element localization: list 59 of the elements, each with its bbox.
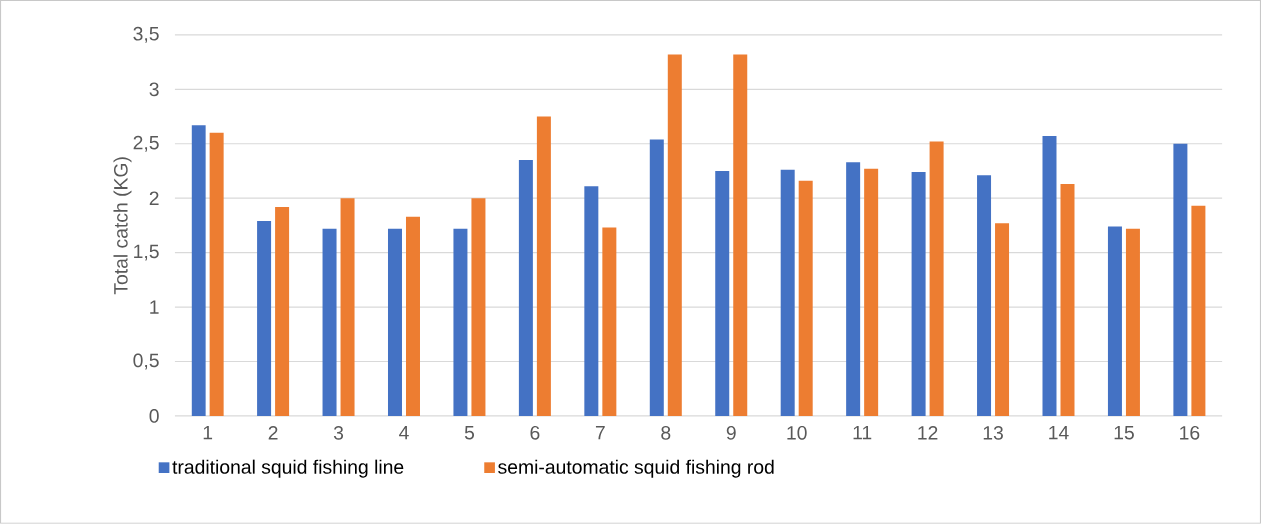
x-tick-label: 7 [595, 426, 605, 440]
y-tick-label: 2 [149, 191, 159, 206]
bar [846, 162, 861, 417]
bar [584, 186, 599, 417]
x-tick-label: 9 [726, 426, 736, 440]
x-tick-label: 6 [530, 426, 540, 440]
bar [1191, 205, 1206, 417]
legend-label: semi-automatic squid fishing rod [498, 459, 774, 478]
y-tick-label: 1 [150, 300, 159, 314]
bar [667, 54, 682, 417]
legend-label: traditional squid fishing line [172, 459, 404, 478]
x-tick-label: 13 [983, 426, 1003, 440]
x-tick-label: 4 [399, 426, 409, 440]
y-tick-label: 2,5 [133, 135, 159, 152]
bar [387, 228, 402, 417]
bar [275, 206, 290, 417]
x-tick-label: 10 [787, 426, 807, 440]
bar [209, 132, 224, 417]
bar [995, 223, 1010, 417]
bar [780, 169, 795, 417]
x-tick-label: 8 [661, 426, 671, 440]
bar [453, 228, 468, 417]
bar [1042, 136, 1057, 417]
x-tick-label: 16 [1180, 426, 1200, 440]
bar [1125, 228, 1140, 417]
bar [518, 160, 533, 417]
y-tick-label: 0 [149, 409, 159, 423]
bar [977, 175, 992, 417]
bar [649, 139, 664, 417]
y-tick-label: 3 [149, 82, 159, 97]
x-tick-label: 1 [203, 426, 213, 440]
bar [715, 171, 730, 417]
y-tick-label: 1,5 [134, 244, 159, 261]
bar [1107, 226, 1122, 417]
x-tick-label: 5 [464, 426, 475, 440]
bar [733, 54, 748, 417]
y-tick-label: 3,5 [133, 26, 159, 43]
x-tick-label: 11 [853, 426, 872, 440]
bar [471, 198, 486, 417]
bar [536, 116, 551, 417]
x-tick-label: 2 [268, 426, 278, 440]
bar [191, 125, 206, 417]
y-axis-title: Total catch (KG) [113, 157, 132, 295]
bar [911, 172, 926, 417]
bar [340, 198, 355, 417]
bar [798, 180, 813, 417]
x-tick-label: 3 [333, 426, 344, 440]
bar [864, 168, 879, 417]
bar [1173, 143, 1188, 417]
bar [602, 227, 617, 417]
x-tick-label: 12 [918, 426, 938, 440]
x-tick-label: 15 [1114, 426, 1134, 440]
y-tick-label: 0,5 [133, 353, 159, 370]
bar [929, 141, 944, 417]
bar [257, 221, 272, 417]
bar [1060, 184, 1075, 417]
bar [322, 228, 337, 417]
x-tick-label: 14 [1049, 426, 1069, 440]
bar [405, 216, 420, 417]
